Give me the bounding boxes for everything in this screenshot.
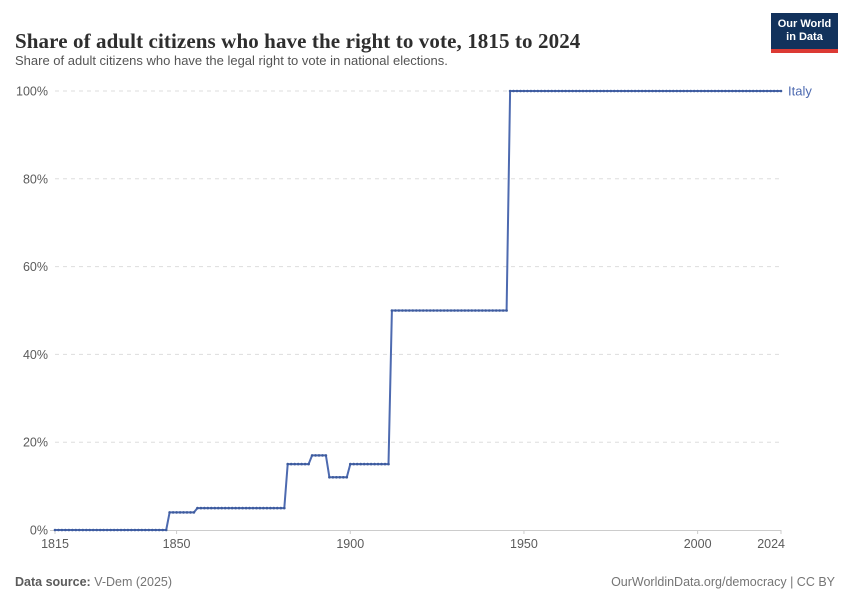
- page-title: Share of adult citizens who have the rig…: [15, 29, 581, 54]
- x-tick-label: 1850: [163, 537, 191, 551]
- owid-logo: Our World in Data: [771, 13, 838, 53]
- y-tick-label: 0%: [30, 524, 48, 538]
- x-tick-label: 1950: [510, 537, 538, 551]
- x-tick-label: 1900: [336, 537, 364, 551]
- y-tick-label: 40%: [23, 348, 48, 362]
- owid-link[interactable]: OurWorldinData.org/democracy: [611, 575, 787, 589]
- y-gridlines: [55, 90, 781, 443]
- chart-footer: Data source: V-Dem (2025) OurWorldinData…: [15, 575, 835, 589]
- x-axis-ticks: 1815 1850 1900 1950 2000 2024: [41, 530, 785, 551]
- data-source: Data source: V-Dem (2025): [15, 575, 172, 589]
- footer-separator: |: [786, 575, 797, 589]
- data-markers-italy: [53, 89, 783, 532]
- y-tick-label: 100%: [16, 85, 48, 99]
- x-tick-label: 2000: [684, 537, 712, 551]
- data-line-italy[interactable]: [55, 90, 781, 531]
- owid-logo-line1: Our World: [777, 18, 832, 30]
- data-source-label: Data source:: [15, 575, 91, 589]
- license-label: CC BY: [796, 575, 835, 589]
- y-tick-label: 20%: [23, 436, 48, 450]
- owid-logo-line2: in Data: [786, 31, 823, 43]
- x-tick-label: 1815: [41, 537, 69, 551]
- y-tick-label: 80%: [23, 172, 48, 186]
- series-label-italy[interactable]: Italy: [788, 84, 812, 99]
- y-tick-label: 60%: [23, 260, 48, 274]
- x-tick-label: 2024: [757, 537, 785, 551]
- y-axis-labels: 0% 20% 40% 60% 80% 100%: [16, 85, 48, 538]
- chart-subtitle: Share of adult citizens who have the leg…: [15, 53, 448, 68]
- footer-credits: OurWorldinData.org/democracy | CC BY: [611, 575, 835, 589]
- data-source-value: V-Dem (2025): [94, 575, 173, 589]
